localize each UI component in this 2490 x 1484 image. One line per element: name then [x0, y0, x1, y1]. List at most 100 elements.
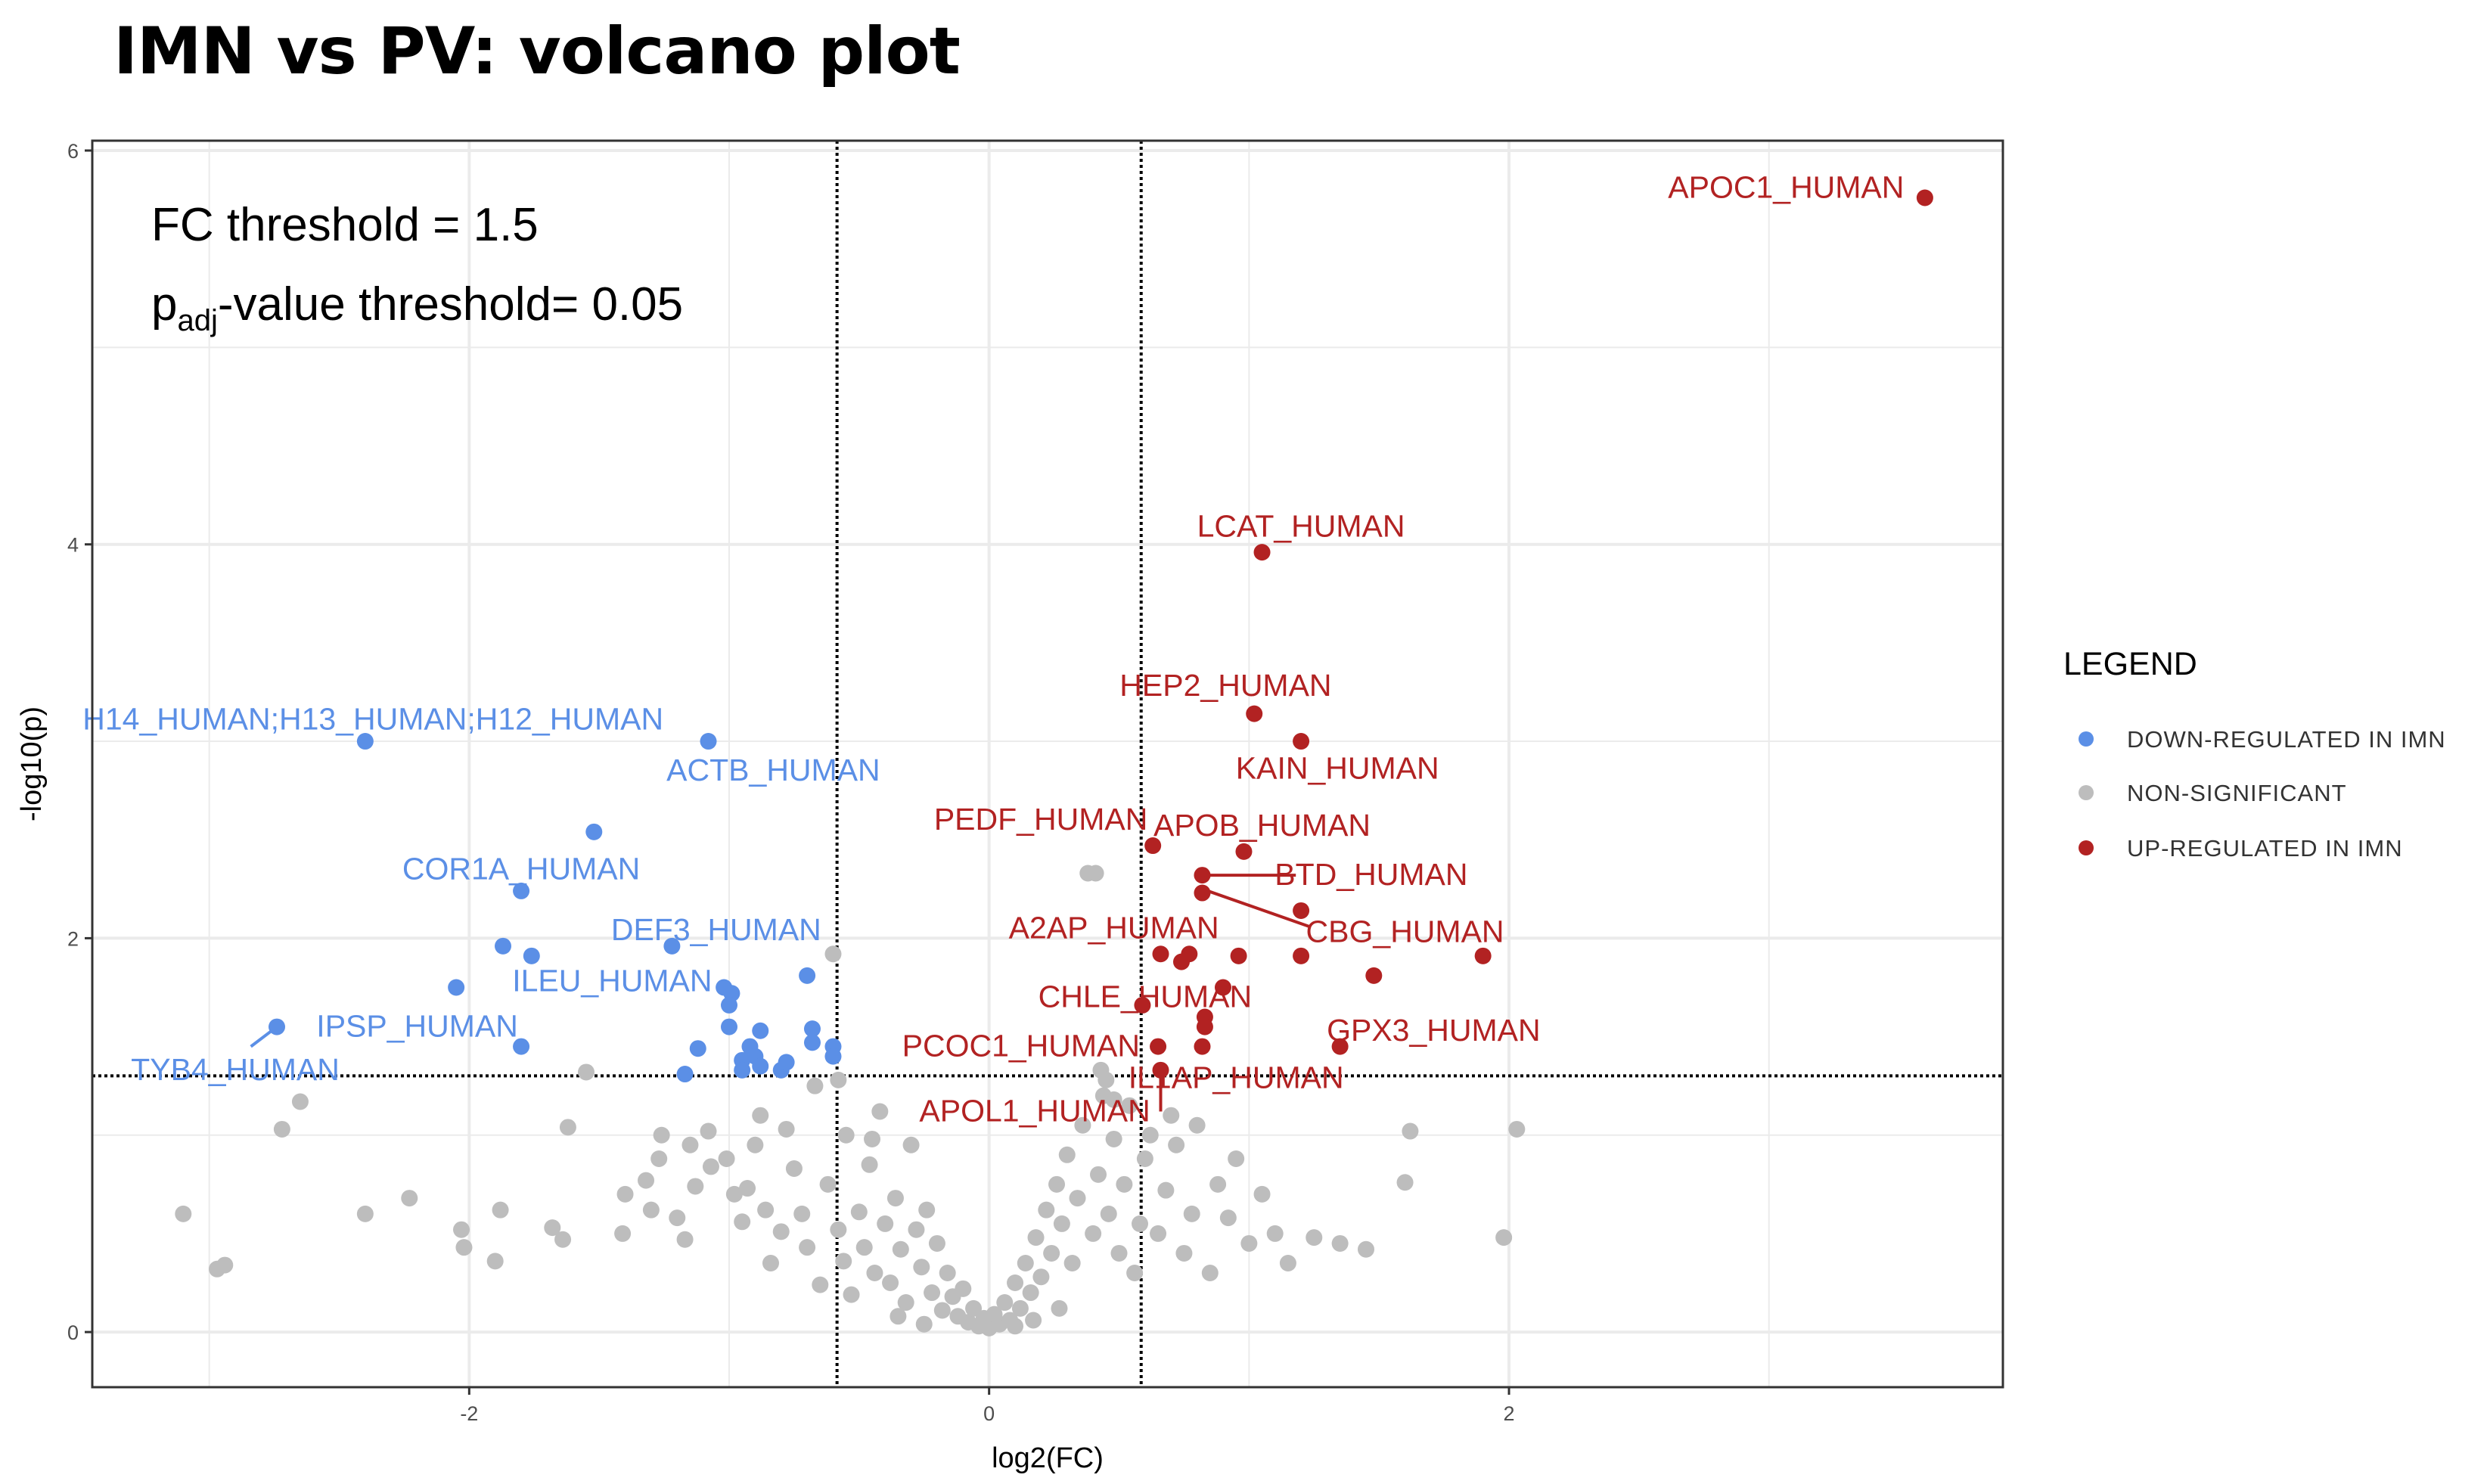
ns-point — [955, 1280, 972, 1297]
down-point — [585, 823, 603, 840]
ns-point — [1074, 1116, 1091, 1134]
ns-point — [902, 1136, 920, 1153]
point-label: DEF3_HUMAN — [611, 912, 821, 947]
down-point — [778, 1054, 795, 1071]
ns-point — [1495, 1229, 1513, 1246]
ns-point — [913, 1259, 930, 1276]
ns-point — [1121, 1097, 1138, 1114]
ns-point — [915, 1315, 933, 1333]
down-point — [803, 1034, 821, 1051]
ns-point — [785, 1160, 803, 1178]
ns-point — [1063, 1254, 1081, 1271]
ns-point — [918, 1201, 936, 1219]
ns-point — [1228, 1150, 1245, 1167]
ns-point — [1201, 1264, 1219, 1281]
ns-point — [928, 1234, 945, 1252]
ns-point — [1069, 1190, 1086, 1207]
ns-point — [1508, 1120, 1526, 1138]
ns-point — [642, 1201, 660, 1219]
ns-point — [725, 1185, 743, 1203]
up-point — [1196, 1018, 1213, 1035]
label-connector — [1201, 887, 1310, 928]
ns-point — [877, 1215, 894, 1232]
down-point — [721, 1018, 737, 1035]
ns-point — [806, 1077, 824, 1094]
axis-ticks: -2 0 2 0 2 4 6 — [67, 140, 1515, 1425]
ns-point — [1168, 1136, 1185, 1153]
point-label: PEDF_HUMAN — [934, 802, 1147, 837]
ns-point — [1306, 1229, 1323, 1246]
down-point — [803, 1020, 821, 1038]
ns-point — [933, 1302, 951, 1319]
up-point — [1916, 189, 1933, 206]
ns-point — [1150, 1225, 1167, 1242]
y-axis-title: -log10(p) — [16, 706, 48, 821]
x-axis-title: log2(FC) — [992, 1442, 1104, 1474]
padj-subscript: adj — [177, 304, 217, 337]
ns-point — [861, 1156, 878, 1173]
point-labels: APOC1_HUMAN LCAT_HUMAN HEP2_HUMAN KAIN_HUMA… — [82, 170, 1904, 1129]
ns-point — [924, 1284, 941, 1302]
point-label: H14_HUMAN;H13_HUMAN;H12_HUMAN — [82, 701, 663, 736]
threshold-lines — [92, 141, 2003, 1387]
ns-point — [1331, 1234, 1349, 1252]
ns-point — [1157, 1181, 1175, 1199]
y-tick-label: 4 — [67, 534, 79, 557]
up-point — [1150, 1038, 1167, 1055]
point-label: COR1A_HUMAN — [402, 851, 640, 886]
ns-point — [356, 1205, 374, 1222]
up-point — [1194, 884, 1211, 902]
down-point — [700, 733, 717, 750]
down-point — [676, 1066, 694, 1083]
ns-point — [871, 1103, 889, 1120]
legend-title: LEGEND — [2063, 646, 2197, 682]
padj-threshold-annotation: padj-value threshold= 0.05 — [151, 278, 683, 337]
up-point — [1181, 945, 1198, 963]
ns-point — [819, 1175, 837, 1193]
legend-down-marker — [2079, 731, 2094, 747]
ns-point — [1058, 1146, 1076, 1163]
ns-point — [291, 1093, 309, 1110]
up-point — [1253, 544, 1271, 561]
ns-point — [1085, 1225, 1102, 1242]
up-regulated-points — [1134, 189, 1933, 1079]
down-point — [824, 1048, 842, 1065]
down-point — [495, 937, 512, 955]
ns-point — [882, 1274, 899, 1292]
chart-title: IMN vs PV: volcano plot — [113, 14, 961, 89]
ns-point — [1209, 1175, 1227, 1193]
up-point — [1144, 837, 1162, 855]
ns-point — [638, 1172, 655, 1189]
ns-point — [824, 945, 842, 963]
ns-point — [544, 1219, 561, 1237]
legend-down-label: DOWN-REGULATED IN IMN — [2127, 726, 2446, 753]
up-point — [1134, 996, 1151, 1014]
padj-suffix: -value threshold= 0.05 — [218, 278, 683, 331]
ns-point — [702, 1158, 719, 1175]
ns-point — [892, 1240, 909, 1258]
ns-point — [908, 1221, 925, 1238]
ns-point — [747, 1136, 764, 1153]
ns-point — [614, 1225, 632, 1242]
ns-point — [1110, 1244, 1128, 1262]
down-point — [448, 979, 465, 996]
ns-point — [1253, 1185, 1271, 1203]
up-point — [1293, 902, 1310, 919]
ns-point — [554, 1231, 572, 1248]
ns-point — [793, 1205, 811, 1222]
ns-point — [718, 1150, 735, 1167]
point-label: GPX3_HUMAN — [1327, 1013, 1541, 1048]
point-label: HEP2_HUMAN — [1119, 668, 1331, 703]
up-point — [1152, 1061, 1169, 1079]
ns-point — [1098, 1071, 1115, 1088]
up-point — [1194, 867, 1211, 884]
up-point — [1365, 967, 1383, 984]
ns-point — [752, 1107, 769, 1124]
ns-point — [1183, 1205, 1200, 1222]
y-tick-label: 0 — [67, 1321, 79, 1344]
ns-point — [939, 1264, 956, 1281]
ns-point — [453, 1221, 470, 1238]
ns-point — [762, 1254, 779, 1271]
ns-point — [700, 1122, 717, 1140]
